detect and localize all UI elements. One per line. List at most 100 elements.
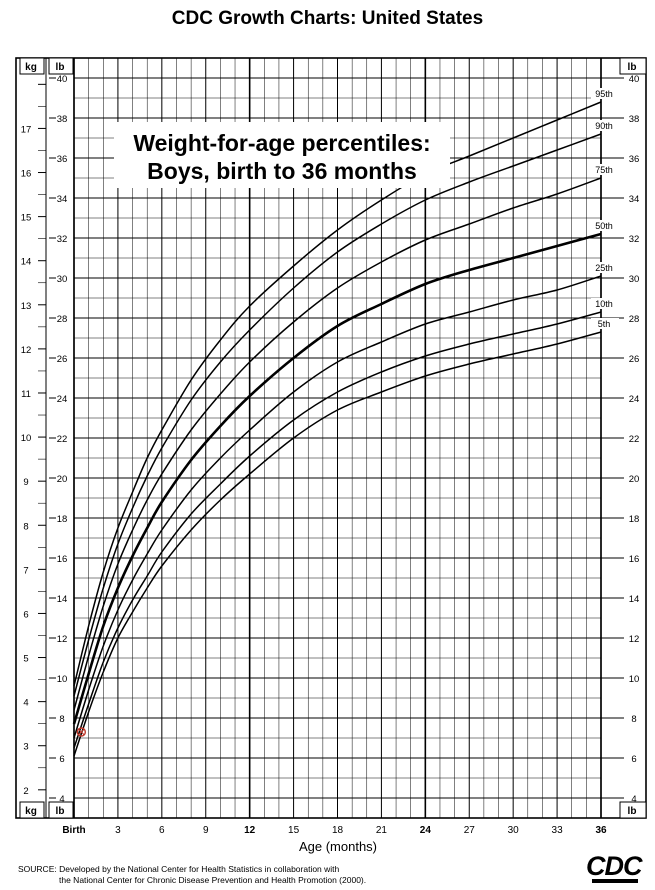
lb-tick-label: 40	[57, 74, 68, 85]
lb-tick-label: 36	[57, 154, 68, 165]
percentile-curve-10th	[73, 311, 602, 749]
x-tick-label: Birth	[62, 825, 85, 836]
lb-tick-label: 10	[57, 674, 68, 685]
percentile-curve-95th	[73, 101, 602, 687]
lb-tick-label: 22	[57, 434, 68, 445]
lb-tick-label: 16	[57, 554, 68, 565]
x-tick-label: 9	[203, 825, 209, 836]
percentile-label-bg-25th	[591, 262, 619, 273]
kg-tick-label: 12	[21, 345, 32, 356]
lb-right-tick-label: 26	[629, 354, 640, 365]
kg-tick-label: 5	[23, 654, 28, 665]
percentile-label-5th: 5th	[598, 319, 611, 329]
axes: kg lb lb kg lb lb	[19, 57, 647, 819]
kg-tick-label: 13	[21, 301, 32, 312]
chart-title-background	[114, 122, 450, 188]
lb-tick-label: 6	[59, 754, 64, 765]
x-tick-label: 24	[420, 825, 432, 836]
kg-tick-label: 3	[23, 742, 28, 753]
percentile-label-10th: 10th	[595, 299, 613, 309]
source-note-line1: SOURCE: Developed by the National Center…	[18, 864, 340, 874]
lb-right-header-box	[619, 57, 647, 75]
percentile-curves	[72, 101, 602, 757]
lb-tick-label: 20	[57, 474, 68, 485]
source-note: SOURCE: Developed by the National Center…	[18, 864, 366, 886]
kg-tick-label: 16	[21, 169, 32, 180]
percentile-label-50th: 50th	[595, 221, 613, 231]
percentile-label-75th: 75th	[595, 165, 613, 175]
lb-tick-label: 28	[57, 314, 68, 325]
lb-right-tick-label: 22	[629, 434, 640, 445]
x-tick-label: 30	[508, 825, 520, 836]
x-tick-label: 36	[595, 825, 607, 836]
lb-right-tick-label: 40	[629, 74, 640, 85]
lb-right-tick-label: 20	[629, 474, 640, 485]
cdc-logo-text: CDC	[586, 851, 643, 881]
percentile-curve-75th	[73, 177, 602, 711]
lb-right-tick-label: 14	[629, 594, 640, 605]
measurement-point-marker	[76, 727, 87, 737]
chart-title-line2: Boys, birth to 36 months	[147, 158, 417, 184]
kg-tick-label: 8	[23, 521, 28, 532]
lb-footer-box	[48, 801, 74, 819]
percentile-label-90th: 90th	[595, 121, 613, 131]
lb-header-box	[48, 57, 74, 75]
kg-tick-label: 7	[23, 565, 28, 576]
lb-right-tick-label: 34	[629, 194, 640, 205]
lb-right-tick-label: 8	[631, 714, 636, 725]
percentile-curve-5th	[73, 331, 602, 757]
x-tick-label: 21	[376, 825, 388, 836]
lb-tick-label: 30	[57, 274, 68, 285]
kg-tick-label: 10	[21, 433, 32, 444]
percentile-curve-50th	[72, 232, 602, 725]
kg-tick-label: 4	[23, 698, 28, 709]
lb-unit-bottom: lb	[56, 806, 65, 817]
percentile-label-bg-5th	[591, 318, 619, 329]
kg-tick-label: 6	[23, 609, 28, 620]
lb-right-unit-top: lb	[628, 62, 637, 73]
lb-unit-top: lb	[56, 62, 65, 73]
chart-title-line1: Weight-for-age percentiles:	[133, 130, 430, 156]
x-tick-label: 27	[464, 825, 476, 836]
cdc-logo-bar	[592, 879, 638, 883]
percentile-label-bg-75th	[591, 164, 619, 175]
kg-tick-label: 17	[21, 124, 32, 135]
lb-tick-label: 14	[57, 594, 68, 605]
lb-tick-label: 34	[57, 194, 68, 205]
percentile-label-bg-95th	[591, 88, 619, 99]
lb-tick-label: 4	[59, 794, 64, 805]
x-tick-label: 3	[115, 825, 121, 836]
percentile-curve-25th	[73, 275, 602, 739]
lb-right-tick-label: 12	[629, 634, 640, 645]
x-tick-label: 33	[552, 825, 564, 836]
lb-right-tick-label: 32	[629, 234, 640, 245]
lb-tick-label: 38	[57, 114, 68, 125]
percentile-label-bg-90th	[591, 120, 619, 131]
x-tick-label: 6	[159, 825, 165, 836]
lb-right-unit-bottom: lb	[628, 806, 637, 817]
lb-right-tick-label: 16	[629, 554, 640, 565]
chart-frame	[15, 57, 647, 819]
percentile-label-bg-50th	[591, 220, 619, 231]
lb-right-tick-label: 10	[629, 674, 640, 685]
lb-tick-label: 32	[57, 234, 68, 245]
lb-right-tick-label: 6	[631, 754, 636, 765]
source-note-line2: the National Center for Chronic Disease …	[59, 875, 367, 885]
lb-tick-label: 24	[57, 394, 68, 405]
kg-unit-bottom: kg	[25, 806, 37, 817]
x-tick-label: 18	[332, 825, 344, 836]
x-tick-label: 12	[244, 825, 256, 836]
lb-right-footer-box	[619, 801, 647, 819]
lb-tick-label: 18	[57, 514, 68, 525]
percentile-label-25th: 25th	[595, 263, 613, 273]
percentile-curve-90th	[73, 133, 602, 697]
cdc-logo: CDC	[586, 853, 644, 883]
kg-footer-box	[19, 801, 45, 819]
page-title: CDC Growth Charts: United States	[171, 8, 484, 29]
lb-right-tick-label: 38	[629, 114, 640, 125]
kg-tick-label: 15	[21, 213, 32, 224]
lb-right-tick-label: 30	[629, 274, 640, 285]
percentile-label-bg-10th	[591, 298, 619, 309]
percentile-label-95th: 95th	[595, 89, 613, 99]
